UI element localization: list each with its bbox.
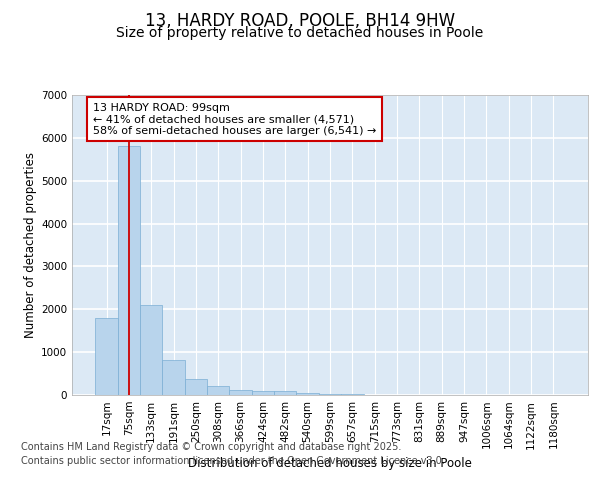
Bar [252, 391, 274, 395]
Bar [229, 390, 252, 395]
Bar [118, 146, 140, 395]
Bar [185, 379, 207, 395]
X-axis label: Distribution of detached houses by size in Poole: Distribution of detached houses by size … [188, 457, 472, 470]
Bar [95, 318, 118, 395]
Text: 13, HARDY ROAD, POOLE, BH14 9HW: 13, HARDY ROAD, POOLE, BH14 9HW [145, 12, 455, 30]
Text: Contains public sector information licensed under the Open Government Licence v3: Contains public sector information licen… [21, 456, 445, 466]
Text: Size of property relative to detached houses in Poole: Size of property relative to detached ho… [116, 26, 484, 40]
Bar [140, 306, 163, 395]
Bar [163, 360, 185, 395]
Text: Contains HM Land Registry data © Crown copyright and database right 2025.: Contains HM Land Registry data © Crown c… [21, 442, 401, 452]
Bar [319, 394, 341, 395]
Bar [341, 394, 364, 395]
Text: 13 HARDY ROAD: 99sqm
← 41% of detached houses are smaller (4,571)
58% of semi-de: 13 HARDY ROAD: 99sqm ← 41% of detached h… [92, 102, 376, 136]
Bar [274, 392, 296, 395]
Bar [207, 386, 229, 395]
Bar [296, 392, 319, 395]
Y-axis label: Number of detached properties: Number of detached properties [24, 152, 37, 338]
